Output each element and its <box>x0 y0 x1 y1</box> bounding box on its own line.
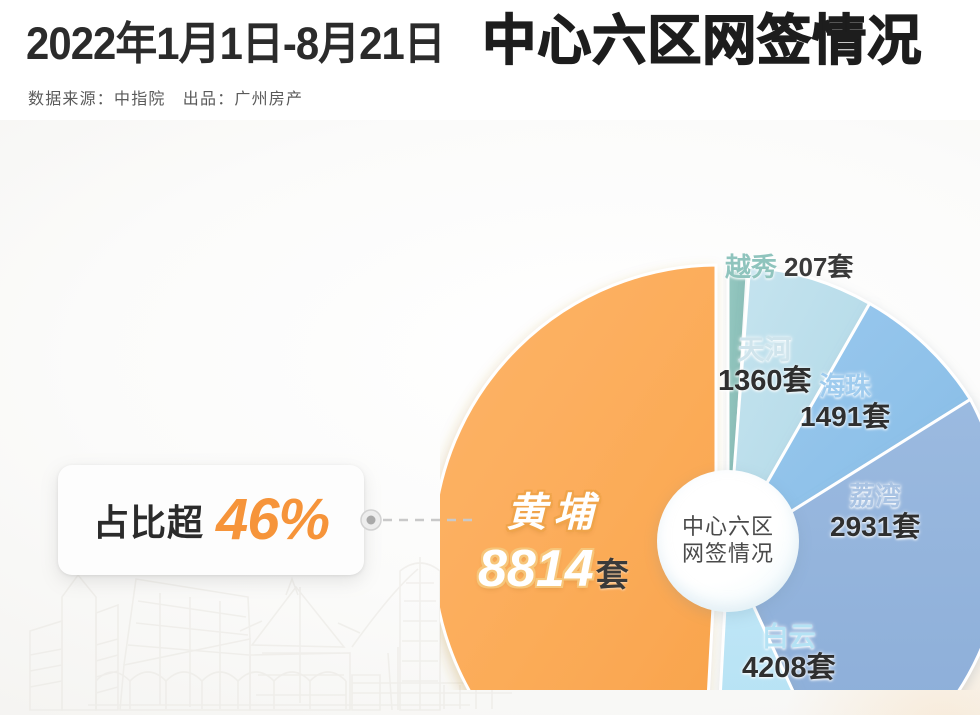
slice-value-huangpu-unit: 套 <box>595 556 629 593</box>
slice-name-liwan: 荔湾 <box>849 481 902 511</box>
slice-value-huangpu-number: 8814 <box>478 540 594 598</box>
connector-dot-core-icon <box>366 515 376 525</box>
callout-prefix-label: 占比超 <box>92 502 204 543</box>
pie-slice-haizhu[interactable] <box>726 301 973 553</box>
slice-name-yuexiu: 越秀 <box>725 252 778 282</box>
slice-label-yuexiu: 越秀 207套 <box>725 252 854 282</box>
slice-name-haizhu: 海珠 <box>819 371 872 401</box>
hub-line-2: 网签情况 <box>681 541 774 566</box>
donut-center-hub: 中心六区 网签情况 <box>657 470 799 612</box>
title-date-range: 2022年1月1日-8月21日 <box>26 18 446 69</box>
slice-value-yuexiu: 207套 <box>784 252 854 282</box>
callout-percent-value: 46% <box>215 487 330 552</box>
slice-name-tianhe: 天河 <box>737 335 792 365</box>
callout-connector <box>360 509 478 531</box>
header: 2022年1月1日-8月21日 中心六区网签情况 数据来源：中指院 出品：广州房… <box>0 0 980 120</box>
title-main-text: 中心六区网签情况 <box>481 9 923 72</box>
source-subtitle: 数据来源：中指院 出品：广州房产 <box>28 91 304 108</box>
slice-value-tianhe: 1360套 <box>718 365 812 398</box>
percentage-callout-box: 占比超 46% <box>58 465 364 575</box>
pie-slice-huangpu[interactable] <box>440 263 718 690</box>
slice-label-huangpu: 黄埔 8814 套 <box>478 480 629 599</box>
chart-canvas: 中心六区 网签情况 越秀 207套 天河 1360套 海珠 1491套 荔湾 2… <box>0 120 980 715</box>
donut-chart <box>440 130 980 690</box>
slice-value-huangpu: 8814 套 <box>478 539 629 599</box>
donut-svg <box>440 263 980 690</box>
slice-value-baiyun: 4208套 <box>742 652 836 685</box>
slice-name-huangpu: 黄埔 <box>506 491 601 535</box>
hub-line-1: 中心六区 <box>681 514 774 540</box>
slice-label-baiyun: 白云 4208套 <box>742 622 836 685</box>
slice-name-baiyun: 白云 <box>761 622 816 652</box>
slice-value-haizhu: 1491套 <box>800 401 891 433</box>
slice-label-haizhu: 海珠 1491套 <box>800 371 891 433</box>
page-title: 2022年1月1日-8月21日 中心六区网签情况 <box>26 9 923 72</box>
slice-value-liwan: 2931套 <box>830 511 921 543</box>
pie-slice-liwan[interactable] <box>726 397 980 690</box>
slice-label-tianhe: 天河 1360套 <box>718 335 812 398</box>
slice-label-liwan: 荔湾 2931套 <box>830 481 921 543</box>
